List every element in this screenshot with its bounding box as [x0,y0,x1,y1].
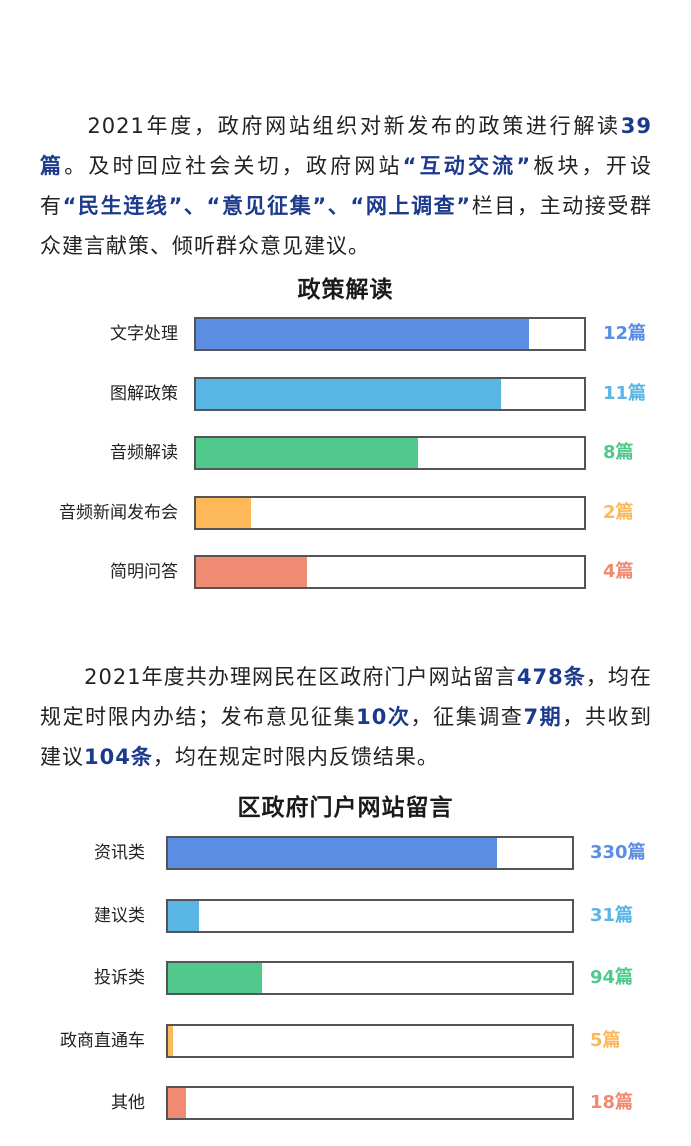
bar-track [194,376,586,411]
bar-category-label: 政商直通车 [60,1030,145,1051]
bar-category-label: 投诉类 [94,968,145,988]
highlight-text: 39篇 [40,114,652,178]
bar-value-label: 12篇 [603,323,647,344]
bar-fill [196,319,529,349]
bar-track [166,898,574,933]
bar-row: 投诉类 94篇 [0,961,691,995]
bar-row: 建议类 31篇 [0,898,691,933]
bar-fill [196,497,252,528]
paragraph-text: 2021年度，政府网站组织对新发布的政策进行解读 [40,114,621,138]
bar-value-label: 330篇 [590,842,646,863]
bar-value-label: 8篇 [603,442,634,463]
bar-fill [168,1025,173,1056]
intro-paragraph-2: 2021年度共办理网民在区政府门户网站留言478条，均在规定时限内办结；发布意见… [40,657,652,777]
bar-category-label: 其他 [111,1093,145,1113]
bar-fill [168,1088,186,1118]
bar-category-label: 简明问答 [110,562,178,582]
bar-row: 音频解读 8篇 [0,436,691,470]
bar-category-label: 图解政策 [110,383,178,404]
paragraph-text: ，均在规定时限内反馈结果。 [152,745,439,769]
paragraph-text: 2021年度共办理网民在区政府门户网站留言 [40,665,517,689]
bar-value-label: 18篇 [590,1092,634,1113]
bar-category-label: 建议类 [94,905,145,926]
bar-row: 资讯类 330篇 [0,836,691,870]
bar-row: 简明问答 4篇 [0,555,691,589]
bar-category-label: 资讯类 [94,843,145,863]
bar-category-label: 文字处理 [110,324,178,344]
bar-value-label: 11篇 [603,382,647,404]
paragraph-text: ，共收到建议 [40,705,652,769]
bar-category-label: 音频新闻发布会 [59,502,178,523]
bar-value-label: 31篇 [590,904,634,926]
highlight-text: 104条 [84,745,153,769]
highlight-text: 478条 [516,665,586,689]
chart-title-policy-interpretation: 政策解读 [297,277,394,303]
highlight-text: “民生连线”、“意见征集”、“网上调查” [62,194,472,218]
bar-fill [168,838,498,868]
highlight-text: “互动交流” [402,154,532,178]
bar-track [166,1086,574,1120]
bar-row: 图解政策 11篇 [0,376,691,411]
bar-track [194,495,586,530]
bar-fill [196,378,501,409]
bar-fill [168,963,262,993]
bar-track [166,1023,574,1058]
paragraph-text: ，征集调查 [410,705,524,729]
paragraph-text: 。及时回应社会关切，政府网站 [64,154,403,178]
bar-value-label: 5篇 [590,1029,621,1051]
bar-value-label: 4篇 [603,561,634,582]
paragraph-text: 板块，开设有 [40,154,653,218]
bar-row: 政商直通车 5篇 [0,1023,691,1058]
bar-track [194,436,586,470]
paragraph-text: 栏目，主动接受群众建言献策、倾听群众意见建议。 [40,194,653,258]
bar-row: 其他 18篇 [0,1086,691,1120]
bar-track [194,555,586,589]
bar-track [194,317,586,351]
bar-value-label: 94篇 [590,967,634,988]
bar-track [166,836,574,870]
bar-fill [196,557,307,587]
bar-category-label: 音频解读 [110,443,178,463]
chart-title-portal-messages: 区政府门户网站留言 [237,795,454,821]
paragraph-text: ，均在规定时限内办结；发布意见征集 [40,665,653,729]
bar-row: 文字处理 12篇 [0,317,691,351]
highlight-text: 10次 [356,705,411,729]
bar-value-label: 2篇 [603,501,634,523]
bar-fill [196,438,418,468]
bar-track [166,961,574,995]
bar-row: 音频新闻发布会 2篇 [0,495,691,530]
highlight-text: 7期 [523,705,563,729]
bar-fill [168,900,199,931]
intro-paragraph-1: 2021年度，政府网站组织对新发布的政策进行解读39篇。及时回应社会关切，政府网… [40,106,652,266]
